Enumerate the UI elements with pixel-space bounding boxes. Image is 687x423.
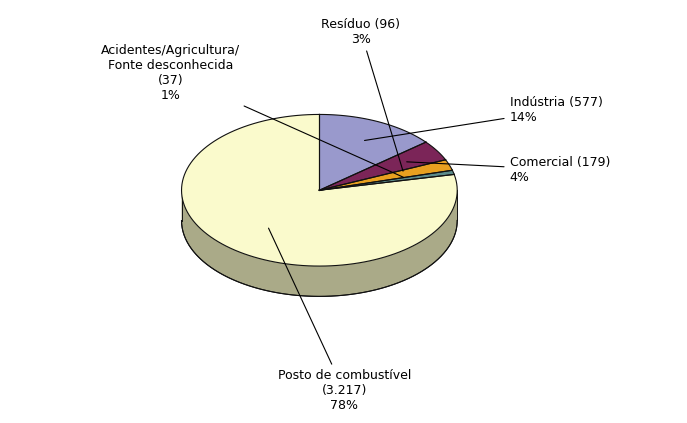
Text: Posto de combustível
(3.217)
78%: Posto de combustível (3.217) 78% <box>269 228 411 412</box>
Text: Acidentes/Agricultura/
Fonte desconhecida
(37)
1%: Acidentes/Agricultura/ Fonte desconhecid… <box>101 44 404 178</box>
Text: Resíduo (96)
3%: Resíduo (96) 3% <box>322 17 403 171</box>
Polygon shape <box>181 115 458 266</box>
Polygon shape <box>319 115 426 190</box>
Polygon shape <box>319 170 454 190</box>
Text: Comercial (179)
4%: Comercial (179) 4% <box>407 156 610 184</box>
Polygon shape <box>319 160 452 190</box>
Polygon shape <box>181 190 458 297</box>
Polygon shape <box>319 142 446 190</box>
Text: Indústria (577)
14%: Indústria (577) 14% <box>365 96 602 140</box>
